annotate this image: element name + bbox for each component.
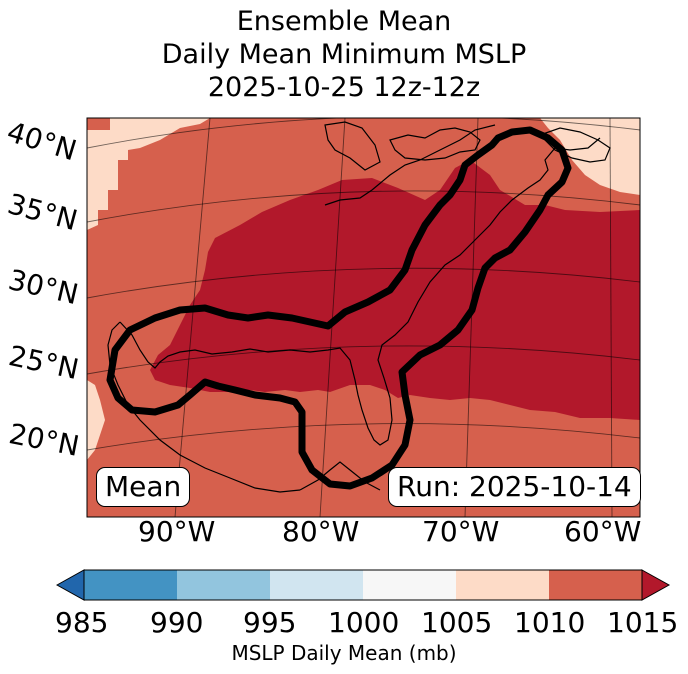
colorbar-bin-985-990 [84,570,177,600]
lon-label-80w: 80°W [282,515,360,548]
low-pressure-contour [106,126,572,490]
colorbar-extend-above [641,569,671,601]
colorbar-tick-1010: 1010 [514,606,586,639]
colorbar-bin-1005-1010 [456,570,549,600]
colorbar-tick-995: 995 [243,606,297,639]
title-line-2: Daily Mean Minimum MSLP [161,39,527,70]
colorbar-bin-990-995 [177,570,270,600]
graticule [87,118,640,517]
lon-label-90w: 90°W [138,515,216,548]
colorbar-bin-995-1000 [270,570,363,600]
lon-label-60w: 60°W [564,515,642,548]
colorbar-frame [83,569,643,601]
field-above-1015-main [150,160,640,420]
colorbar-bin-1010-1015 [549,570,642,600]
colorbar [55,569,671,601]
field-1005-1010-ne [540,118,640,195]
title-line-1: Ensemble Mean [236,6,452,37]
colorbar-extend-below [55,569,85,601]
field-1005-1010-sw [87,380,105,460]
colorbar-tick-1015: 1015 [607,606,679,639]
colorbar-tick-1000: 1000 [328,606,400,639]
map-frame [86,117,641,518]
colorbar-bin-1000-1005 [363,570,456,600]
mean-label-box: Mean [96,467,191,508]
lon-label-70w: 70°W [422,515,500,548]
field-1005-1010-north [110,118,210,150]
title-line-3: 2025-10-25 12z-12z [207,72,481,103]
colorbar-label: MSLP Daily Mean (mb) [231,641,457,665]
colorbar-tick-985: 985 [55,606,109,639]
colorbar-tick-1005: 1005 [421,606,493,639]
map-area [87,118,640,517]
run-date-box: Run: 2025-10-14 [388,467,641,508]
field-1005-1010-nw [87,130,128,230]
colorbar-tick-990: 990 [150,606,204,639]
